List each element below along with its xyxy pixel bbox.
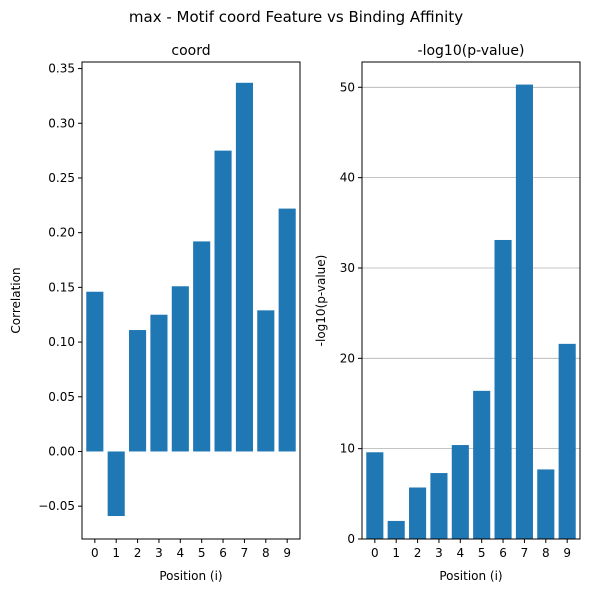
y-tick-label: 0.35 [48, 62, 75, 76]
x-tick-label: 8 [262, 546, 270, 560]
x-tick-label: 2 [134, 546, 142, 560]
bar-6 [214, 150, 232, 452]
x-tick-label: 8 [542, 546, 550, 560]
y-tick-label: 0 [347, 532, 355, 546]
bar-1 [387, 520, 405, 539]
x-tick-label: 5 [198, 546, 206, 560]
bar-0 [86, 291, 104, 452]
x-tick-label: 9 [563, 546, 571, 560]
bar-7 [515, 84, 533, 539]
y-tick-label: 30 [340, 261, 355, 275]
y-axis-label: -log10(p-value) [314, 255, 328, 347]
y-tick-label: 0.00 [48, 444, 75, 458]
x-tick-label: 3 [435, 546, 443, 560]
figure-suptitle: max - Motif coord Feature vs Binding Aff… [129, 8, 463, 26]
x-axis-label: Position (i) [159, 569, 222, 583]
x-tick-label: 4 [176, 546, 184, 560]
bar-4 [171, 286, 189, 452]
x-tick-label: 7 [241, 546, 249, 560]
y-tick-label: 20 [340, 351, 355, 365]
axes-frame [81, 61, 301, 540]
y-tick-label: 0.05 [48, 390, 75, 404]
subplot-1: −0.05 0.00 0.05 0.10 0.15 0.20 0.25 0.30 0.35 0 1 2… [9, 43, 301, 583]
x-tick-label: 3 [155, 546, 163, 560]
y-tick-label: 50 [340, 80, 355, 94]
bar-9 [558, 343, 576, 539]
x-axis-label: Position (i) [439, 569, 502, 583]
y-tick-label: 0.25 [48, 171, 75, 185]
bar-9 [278, 208, 296, 452]
x-tick-label: 1 [112, 546, 120, 560]
x-tick-label: 5 [478, 546, 486, 560]
y-tick-label: 10 [340, 442, 355, 456]
bar-6 [494, 239, 512, 539]
bar-2 [409, 487, 427, 539]
y-tick-label: 0.30 [48, 116, 75, 130]
subplot-title: coord [171, 43, 210, 59]
bar-8 [537, 469, 555, 539]
x-tick-label: 0 [371, 546, 379, 560]
y-tick-label: 0.10 [48, 335, 75, 349]
x-tick-label: 9 [283, 546, 291, 560]
y-tick-label: −0.05 [38, 499, 75, 513]
axes-frame [361, 61, 581, 540]
x-tick-label: 4 [456, 546, 464, 560]
x-tick-label: 6 [499, 546, 507, 560]
x-tick-label: 0 [91, 546, 99, 560]
bar-2 [129, 330, 147, 452]
y-tick-label: 40 [340, 171, 355, 185]
bar-5 [473, 390, 491, 539]
bar-1 [107, 451, 125, 517]
bar-4 [451, 445, 469, 539]
bar-3 [430, 473, 448, 539]
x-tick-label: 7 [521, 546, 529, 560]
y-tick-label: 0.20 [48, 226, 75, 240]
subplot-title: -log10(p-value) [418, 43, 525, 59]
x-tick-label: 6 [219, 546, 227, 560]
bar-3 [150, 314, 168, 452]
bar-5 [193, 241, 211, 452]
bar-0 [366, 452, 384, 539]
x-tick-label: 2 [414, 546, 422, 560]
y-axis-label: Correlation [9, 267, 23, 333]
x-tick-label: 1 [392, 546, 400, 560]
bar-7 [235, 82, 253, 452]
bar-8 [257, 310, 275, 452]
y-tick-label: 0.15 [48, 280, 75, 294]
